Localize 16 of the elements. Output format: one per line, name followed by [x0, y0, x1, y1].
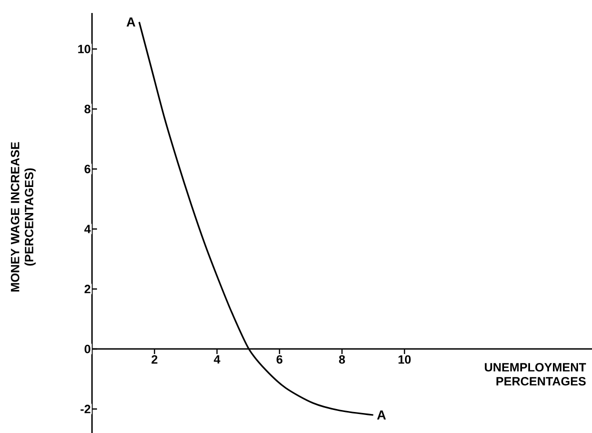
x-tick-label: 10: [398, 355, 411, 364]
y-tick-label: 6: [84, 164, 90, 174]
y-tick-label: 0: [84, 344, 90, 354]
annotation: A: [126, 18, 136, 26]
x-tick-label: 2: [152, 355, 158, 364]
x-tick-label: 6: [276, 355, 282, 364]
y-tick-label: 10: [78, 44, 90, 54]
y-tick-label: 8: [84, 104, 90, 114]
annotation: A: [377, 410, 386, 420]
y-tick-label: 2: [84, 284, 90, 294]
x-tick-label: 4: [214, 355, 220, 364]
x-tick-label: 8: [339, 355, 345, 364]
x-axis-title: UNEMPLOYMENT PERCENTAGES: [484, 363, 586, 386]
y-axis-title: MONEY WAGE INCREASE (PERCENTAGES): [10, 142, 36, 292]
y-tick-label: 4: [84, 224, 91, 234]
y-tick-label: -2: [80, 404, 90, 414]
